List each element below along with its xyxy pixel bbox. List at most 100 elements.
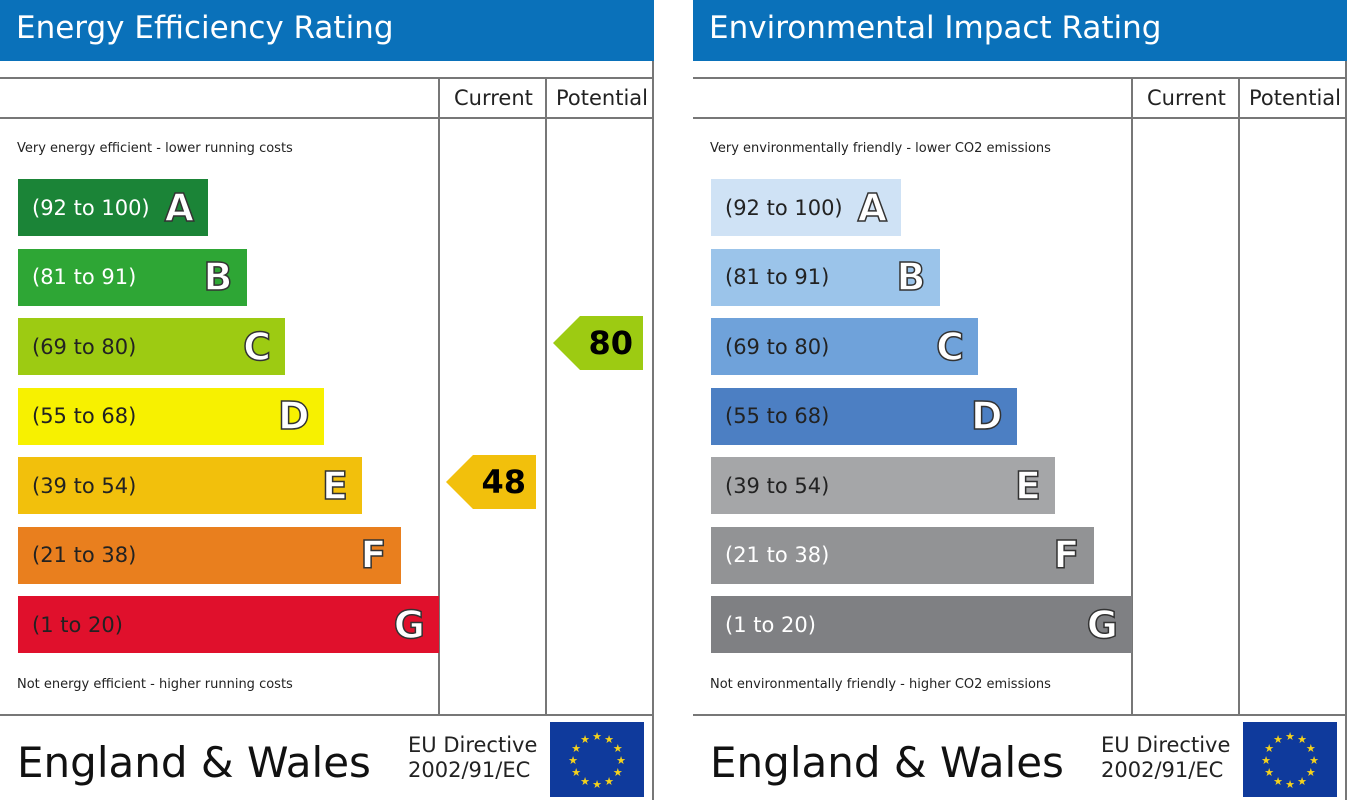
svg-text:★: ★: [1297, 733, 1307, 746]
band-bar-b: (81 to 91) B: [18, 248, 247, 306]
band-bar-e: (39 to 54) E: [18, 457, 362, 514]
band-letter: F: [1053, 532, 1080, 578]
band-range: (81 to 91): [32, 265, 137, 289]
potential-column-line: [1238, 77, 1240, 715]
band-bar-c: (69 to 80) C: [18, 318, 285, 375]
band-range: (1 to 20): [725, 612, 816, 637]
band-bar-d: (55 to 68) D: [18, 387, 324, 445]
svg-text:★: ★: [1285, 778, 1295, 791]
band-range: (81 to 91): [725, 265, 830, 289]
band-letter: G: [1086, 602, 1119, 648]
band-letter: A: [857, 185, 888, 231]
directive-line-2: 2002/91/EC: [408, 758, 531, 782]
band-letter: D: [277, 393, 310, 439]
band-range: (92 to 100): [32, 195, 150, 220]
svg-text:★: ★: [592, 778, 602, 791]
band-bar-e: (39 to 54) E: [711, 457, 1055, 514]
svg-text:★: ★: [604, 733, 614, 746]
environmental-impact-panel: Environmental Impact Rating Current Potent…: [693, 0, 1347, 800]
band-letter: C: [242, 324, 271, 370]
svg-text:★: ★: [1306, 766, 1316, 779]
directive-line-1: EU Directive: [1101, 733, 1231, 757]
svg-text:★: ★: [604, 775, 614, 788]
potential-rating-arrow: 80: [553, 316, 643, 370]
band-letter: A: [164, 185, 195, 231]
bottom-note: Not energy efficient - higher running co…: [17, 677, 293, 692]
region-label: England & Wales: [710, 738, 1064, 787]
bottom-note: Not environmentally friendly - higher CO…: [710, 677, 1051, 692]
eu-flag-icon: ★ ★ ★ ★ ★ ★ ★ ★ ★ ★ ★ ★: [550, 722, 644, 797]
potential-column-line: [545, 77, 547, 715]
band-bar-a: (92 to 100) A: [711, 179, 901, 236]
band-bar-g: (1 to 20) G: [711, 596, 1132, 653]
potential-column-header: Potential: [556, 86, 648, 110]
header-bottom-line: [693, 117, 1347, 119]
band-range: (55 to 68): [725, 404, 830, 428]
band-range: (1 to 20): [32, 612, 123, 637]
band-bar-b: (81 to 91) B: [711, 248, 940, 306]
band-letter: E: [1014, 463, 1041, 509]
right-border-line: [652, 61, 654, 800]
band-bar-d: (55 to 68) D: [711, 387, 1017, 445]
band-letter: F: [360, 532, 387, 578]
band-bar-g: (1 to 20) G: [18, 596, 439, 653]
energy-efficiency-panel: Energy Efficiency Rating Current Potential…: [0, 0, 654, 800]
svg-text:★: ★: [1261, 754, 1271, 767]
band-range: (69 to 80): [725, 334, 830, 359]
band-letter: D: [970, 393, 1003, 439]
svg-text:★: ★: [1273, 733, 1283, 746]
footer-line: [0, 714, 654, 716]
band-range: (39 to 54): [32, 473, 137, 498]
svg-text:★: ★: [1306, 742, 1316, 755]
current-column-header: Current: [454, 86, 533, 110]
directive-line-1: EU Directive: [408, 733, 538, 757]
eu-flag-icon: ★ ★ ★ ★ ★ ★ ★ ★ ★ ★ ★ ★: [1243, 722, 1337, 797]
band-bar-f: (21 to 38) F: [711, 526, 1094, 584]
svg-text:★: ★: [571, 766, 581, 779]
band-bar-f: (21 to 38) F: [18, 526, 401, 584]
svg-text:★: ★: [580, 733, 590, 746]
svg-text:★: ★: [1297, 775, 1307, 788]
svg-text:★: ★: [592, 730, 602, 743]
band-letter: G: [393, 602, 426, 648]
svg-text:★: ★: [613, 766, 623, 779]
band-range: (55 to 68): [32, 404, 137, 428]
svg-text:★: ★: [1273, 775, 1283, 788]
current-column-line: [1131, 77, 1133, 715]
band-letter: B: [203, 254, 233, 300]
current-column-header: Current: [1147, 86, 1226, 110]
current-rating-arrow: 48: [446, 455, 536, 509]
band-letter: B: [896, 254, 926, 300]
directive-line-2: 2002/91/EC: [1101, 758, 1224, 782]
header-bottom-line: [0, 117, 654, 119]
directive-label: EU Directive 2002/91/EC: [1101, 733, 1230, 783]
svg-text:★: ★: [616, 754, 626, 767]
band-range: (21 to 38): [725, 543, 830, 567]
panel-title: Environmental Impact Rating: [693, 0, 1347, 61]
svg-text:★: ★: [1285, 730, 1295, 743]
current-column-line: [438, 77, 440, 715]
top-note: Very energy efficient - lower running co…: [17, 141, 293, 156]
band-bar-c: (69 to 80) C: [711, 318, 978, 375]
eu-stars-icon: ★ ★★★★★★★★★★★: [568, 730, 626, 791]
footer-line: [693, 714, 1347, 716]
band-letter: C: [935, 324, 964, 370]
directive-label: EU Directive 2002/91/EC: [408, 733, 537, 783]
header-top-line: [693, 77, 1347, 79]
right-border-line: [1345, 61, 1347, 800]
potential-column-header: Potential: [1249, 86, 1341, 110]
header-top-line: [0, 77, 654, 79]
svg-text:★: ★: [1309, 754, 1319, 767]
eu-stars-icon: ★ ★★★★★★★★★★★: [1261, 730, 1319, 791]
band-range: (39 to 54): [725, 473, 830, 498]
panel-title: Energy Efficiency Rating: [0, 0, 654, 61]
band-range: (21 to 38): [32, 543, 137, 567]
band-letter: E: [321, 463, 348, 509]
svg-text:★: ★: [580, 775, 590, 788]
svg-text:★: ★: [568, 754, 578, 767]
svg-text:★: ★: [1264, 766, 1274, 779]
top-note: Very environmentally friendly - lower CO…: [710, 141, 1051, 156]
band-range: (69 to 80): [32, 334, 137, 359]
band-range: (92 to 100): [725, 195, 843, 220]
svg-text:★: ★: [571, 742, 581, 755]
